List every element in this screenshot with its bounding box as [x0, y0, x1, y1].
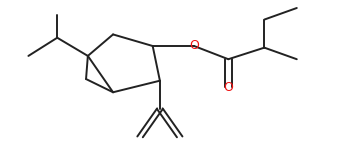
Text: O: O	[189, 39, 199, 52]
Text: O: O	[223, 81, 233, 94]
